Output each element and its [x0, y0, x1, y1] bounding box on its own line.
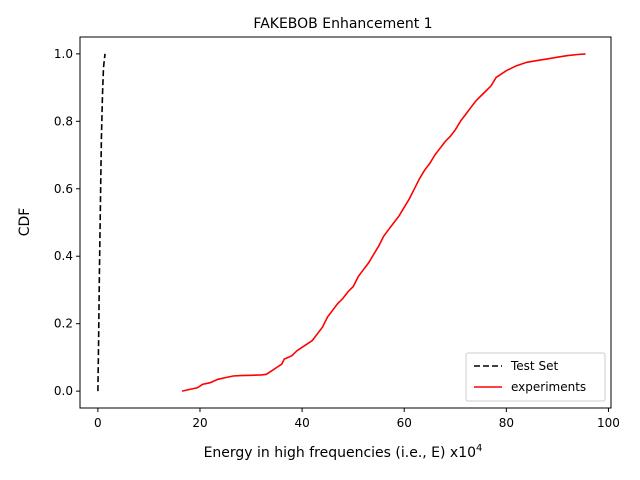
- y-axis: 0.0 0.2 0.4 0.6 0.8 1.0: [54, 47, 80, 398]
- legend-frame: [465, 352, 606, 402]
- y-tick-label: 0.4: [54, 249, 73, 263]
- x-tick-label: 40: [294, 416, 309, 430]
- x-axis-label-text: Energy in high frequencies (i.e., E) x10: [204, 445, 476, 461]
- x-tick-label: 60: [397, 416, 412, 430]
- x-axis-label-exponent: 4: [476, 443, 482, 454]
- chart-title: FAKEBOB Enhancement 1: [253, 16, 432, 32]
- y-tick-label: 0.8: [54, 114, 73, 128]
- x-tick-label: 80: [499, 416, 514, 430]
- plot-frame: [79, 36, 612, 409]
- y-tick-label: 0.2: [54, 317, 73, 331]
- plot-area: [79, 36, 612, 409]
- series-layer: [97, 53, 586, 392]
- legend: Test Set experiments: [465, 352, 606, 402]
- legend-label-experiments: experiments: [511, 380, 586, 394]
- y-tick-label: 1.0: [54, 47, 73, 61]
- series-line-test-set: [97, 53, 106, 392]
- y-tick-label: 0.6: [54, 182, 73, 196]
- y-axis-label: CDF: [17, 208, 33, 237]
- x-tick-label: 100: [597, 416, 620, 430]
- x-tick-label: 0: [94, 416, 102, 430]
- x-axis: 0 20 40 60 80 100: [94, 408, 620, 430]
- legend-label-test-set: Test Set: [510, 359, 558, 373]
- x-axis-label: Energy in high frequencies (i.e., E) x10…: [204, 443, 483, 461]
- y-tick-label: 0.0: [54, 384, 73, 398]
- x-tick-label: 20: [192, 416, 207, 430]
- series-line-experiments: [181, 53, 586, 392]
